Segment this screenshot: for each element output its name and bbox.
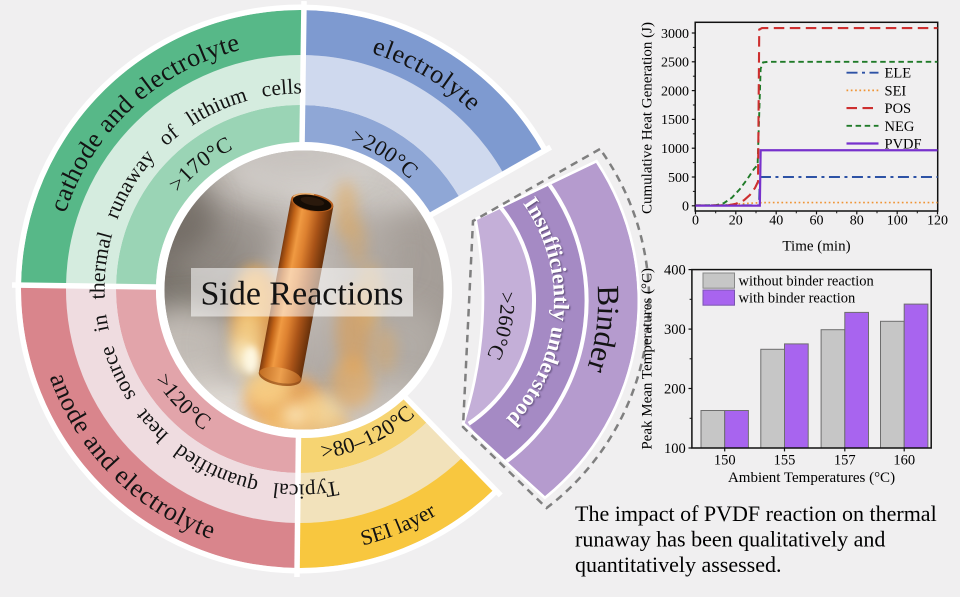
svg-text:without binder reaction: without binder reaction xyxy=(739,274,875,290)
svg-text:with binder reaction: with binder reaction xyxy=(739,291,857,307)
svg-text:155: 155 xyxy=(774,453,796,469)
svg-text:The impact of PVDF reaction on: The impact of PVDF reaction on thermal xyxy=(575,501,937,526)
svg-text:ELE: ELE xyxy=(885,66,912,82)
svg-text:POS: POS xyxy=(885,101,912,117)
svg-text:40: 40 xyxy=(769,214,783,229)
svg-text:150: 150 xyxy=(714,453,736,469)
svg-text:200: 200 xyxy=(664,381,686,397)
svg-text:SEI: SEI xyxy=(885,83,907,99)
svg-text:60: 60 xyxy=(810,214,824,229)
svg-text:NEG: NEG xyxy=(885,119,915,135)
svg-text:quantitatively assessed.: quantitatively assessed. xyxy=(575,552,782,577)
svg-text:300: 300 xyxy=(664,322,686,338)
svg-text:400: 400 xyxy=(664,262,686,278)
svg-text:2000: 2000 xyxy=(661,84,689,99)
svg-text:0: 0 xyxy=(682,200,689,215)
svg-text:160: 160 xyxy=(893,453,915,469)
svg-text:100: 100 xyxy=(887,214,908,229)
svg-text:PVDF: PVDF xyxy=(885,137,922,153)
svg-text:20: 20 xyxy=(729,214,743,229)
svg-text:Ambient Temperatures (°C): Ambient Temperatures (°C) xyxy=(728,470,895,486)
svg-text:Side Reactions: Side Reactions xyxy=(200,276,403,313)
svg-text:80: 80 xyxy=(850,214,864,229)
svg-text:3000: 3000 xyxy=(661,27,689,42)
svg-text:Cumulative Heat Generation (J): Cumulative Heat Generation (J) xyxy=(640,22,656,214)
svg-text:2500: 2500 xyxy=(661,56,689,71)
svg-text:157: 157 xyxy=(834,453,856,469)
svg-text:1000: 1000 xyxy=(661,142,689,157)
svg-text:500: 500 xyxy=(668,171,689,186)
svg-text:runaway has been qualitatively: runaway has been qualitatively and xyxy=(575,527,885,552)
svg-text:1500: 1500 xyxy=(661,113,689,128)
svg-text:Peak Mean Temperatures (°C): Peak Mean Temperatures (°C) xyxy=(640,268,656,450)
svg-text:100: 100 xyxy=(664,441,686,457)
svg-text:Time (min): Time (min) xyxy=(782,239,850,255)
svg-text:0: 0 xyxy=(692,214,699,229)
svg-text:120: 120 xyxy=(927,214,948,229)
